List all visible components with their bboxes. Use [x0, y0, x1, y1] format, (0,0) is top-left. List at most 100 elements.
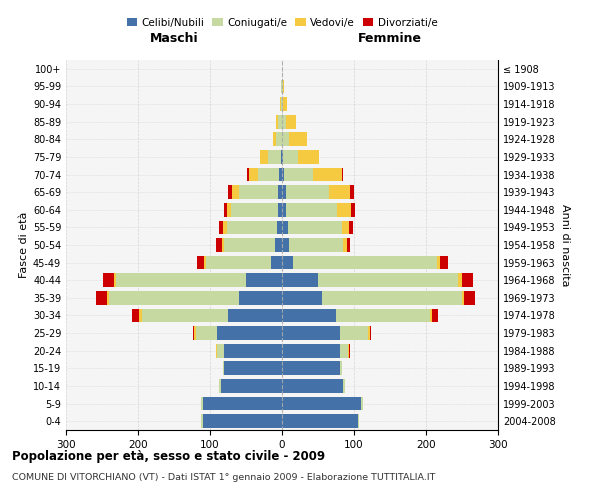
Bar: [430, 308, 432, 322]
Bar: [271, 256, 282, 270]
Text: Femmine: Femmine: [358, 32, 422, 45]
Bar: [282, 308, 336, 322]
Bar: [282, 203, 286, 216]
Y-axis label: Fasce di età: Fasce di età: [19, 212, 29, 278]
Bar: [368, 326, 370, 340]
Bar: [286, 115, 296, 128]
Bar: [293, 256, 437, 270]
Bar: [361, 396, 362, 410]
Y-axis label: Anni di nascita: Anni di nascita: [560, 204, 570, 286]
Bar: [224, 203, 227, 216]
Bar: [283, 150, 298, 164]
Bar: [276, 115, 278, 128]
Bar: [114, 274, 116, 287]
Bar: [203, 414, 282, 428]
Bar: [277, 220, 282, 234]
Bar: [286, 186, 329, 199]
Bar: [246, 274, 282, 287]
Bar: [458, 274, 462, 287]
Bar: [196, 326, 217, 340]
Bar: [440, 256, 448, 270]
Text: COMUNE DI VITORCHIANO (VT) - Dati ISTAT 1° gennaio 2009 - Elaborazione TUTTITALI: COMUNE DI VITORCHIANO (VT) - Dati ISTAT …: [12, 472, 436, 482]
Bar: [432, 308, 437, 322]
Bar: [281, 97, 282, 111]
Bar: [221, 379, 282, 393]
Bar: [282, 150, 283, 164]
Text: Popolazione per età, sesso e stato civile - 2009: Popolazione per età, sesso e stato civil…: [12, 450, 325, 463]
Bar: [337, 203, 351, 216]
Bar: [282, 326, 340, 340]
Bar: [272, 132, 276, 146]
Bar: [347, 238, 350, 252]
Bar: [227, 203, 231, 216]
Bar: [132, 308, 139, 322]
Bar: [313, 168, 342, 181]
Bar: [284, 168, 313, 181]
Bar: [282, 291, 322, 304]
Bar: [289, 238, 343, 252]
Bar: [343, 238, 347, 252]
Bar: [194, 326, 196, 340]
Bar: [282, 132, 289, 146]
Bar: [464, 291, 475, 304]
Bar: [282, 396, 361, 410]
Bar: [278, 203, 282, 216]
Bar: [260, 150, 268, 164]
Bar: [282, 186, 286, 199]
Bar: [298, 150, 319, 164]
Bar: [216, 344, 217, 358]
Bar: [257, 168, 279, 181]
Bar: [348, 344, 349, 358]
Bar: [462, 274, 473, 287]
Bar: [289, 132, 307, 146]
Bar: [223, 362, 224, 375]
Bar: [437, 256, 440, 270]
Bar: [350, 186, 354, 199]
Bar: [116, 274, 246, 287]
Bar: [282, 362, 340, 375]
Bar: [193, 326, 194, 340]
Bar: [322, 291, 462, 304]
Bar: [203, 396, 282, 410]
Bar: [282, 220, 288, 234]
Bar: [276, 132, 282, 146]
Bar: [202, 396, 203, 410]
Bar: [227, 220, 277, 234]
Bar: [336, 308, 430, 322]
Bar: [107, 291, 109, 304]
Bar: [96, 291, 107, 304]
Bar: [247, 168, 249, 181]
Bar: [329, 186, 350, 199]
Bar: [232, 186, 239, 199]
Bar: [197, 256, 204, 270]
Bar: [249, 168, 257, 181]
Bar: [204, 256, 206, 270]
Bar: [370, 326, 371, 340]
Bar: [288, 220, 342, 234]
Bar: [202, 414, 203, 428]
Bar: [217, 344, 224, 358]
Bar: [283, 97, 287, 111]
Bar: [275, 238, 282, 252]
Bar: [282, 115, 286, 128]
Bar: [282, 80, 283, 94]
Bar: [220, 379, 221, 393]
Bar: [109, 291, 239, 304]
Bar: [278, 186, 282, 199]
Bar: [283, 80, 284, 94]
Bar: [139, 308, 142, 322]
Bar: [358, 414, 359, 428]
Bar: [279, 168, 282, 181]
Bar: [228, 308, 282, 322]
Bar: [224, 344, 282, 358]
Bar: [351, 203, 355, 216]
Bar: [103, 274, 114, 287]
Legend: Celibi/Nubili, Coniugati/e, Vedovi/e, Divorziati/e: Celibi/Nubili, Coniugati/e, Vedovi/e, Di…: [122, 14, 442, 32]
Bar: [281, 80, 282, 94]
Bar: [228, 186, 232, 199]
Bar: [340, 326, 368, 340]
Bar: [239, 186, 278, 199]
Bar: [231, 203, 278, 216]
Bar: [462, 291, 464, 304]
Bar: [342, 220, 349, 234]
